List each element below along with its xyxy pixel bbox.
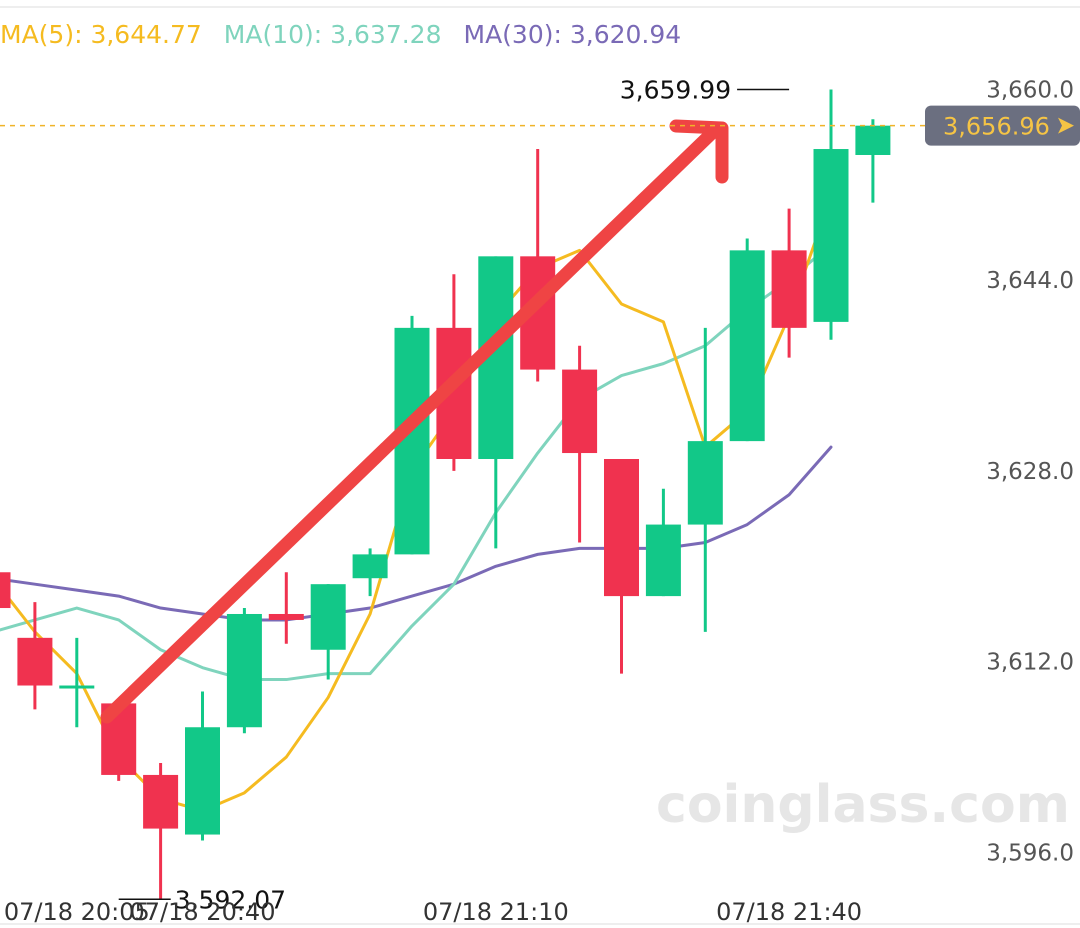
candle-14 (562, 345, 598, 543)
ma5-legend: MA(5): 3,644.77 (0, 20, 202, 49)
x-tick-label-1: 07/18 20:40 (130, 898, 276, 926)
candle-body (729, 250, 765, 442)
y-tick-label-0: 3,660.0 (986, 77, 1074, 103)
candle-18 (729, 238, 765, 442)
candle-21 (855, 119, 891, 203)
candle-body (604, 459, 639, 597)
candle-17 (687, 327, 723, 632)
high-low-markers: 3,659.99 3,592.07 (118, 76, 790, 914)
y-tick-label-3: 3,612.0 (986, 650, 1074, 676)
candles (0, 89, 891, 899)
candle-8 (310, 584, 346, 680)
candle-7 (268, 572, 304, 644)
candle-body (143, 774, 179, 829)
candle-0 (0, 572, 11, 609)
high-marker-label: 3,659.99 (620, 76, 731, 105)
candle-body (813, 149, 849, 322)
candle-body (185, 727, 220, 835)
ma30-line (0, 445, 833, 622)
candle-16 (645, 488, 681, 597)
candle-body (771, 250, 807, 328)
candle-body (226, 613, 262, 728)
ma-legend: MA(5): 3,644.77 MA(10): 3,637.28 MA(30): 3… (0, 20, 703, 49)
candle-9 (352, 548, 388, 597)
candle-13 (520, 149, 556, 382)
candle-body (855, 125, 891, 155)
current-price-arrow-icon (1058, 117, 1074, 134)
candle-body (352, 554, 388, 579)
candle-body (0, 572, 11, 609)
candle-body (59, 685, 95, 689)
candle-1 (17, 602, 53, 710)
candle-19 (771, 208, 807, 358)
candle-6 (226, 608, 262, 734)
candle-body (645, 524, 681, 597)
x-tick-label-0: 07/18 20:05 (4, 898, 150, 926)
candle-4 (143, 763, 179, 899)
candle-body (268, 613, 304, 620)
candle-2 (59, 637, 95, 728)
current-price-tag-label: 3,656.96 (943, 113, 1050, 141)
candle-5 (185, 691, 220, 841)
candle-body (17, 637, 53, 686)
candle-body (687, 441, 723, 525)
ma10-legend: MA(10): 3,637.28 (223, 20, 442, 49)
y-tick-label-2: 3,628.0 (986, 459, 1074, 485)
low-marker-label: 3,592.07 (175, 885, 286, 914)
candle-body (310, 584, 346, 650)
y-tick-label-1: 3,644.0 (986, 268, 1074, 294)
watermark: coinglass.com (656, 775, 1070, 835)
current-price-tag (925, 105, 1080, 146)
x-tick-label-2: 07/18 21:10 (423, 898, 569, 926)
y-tick-label-4: 3,596.0 (986, 840, 1074, 866)
current-price-marker: 3,656.96 (0, 105, 1080, 146)
trend-arrow-head (669, 119, 729, 184)
candle-12 (478, 256, 514, 549)
trend-arrow-shaft (100, 126, 719, 724)
ma10-line (0, 242, 833, 682)
candle-15 (604, 459, 639, 674)
candle-body (562, 369, 598, 454)
trend-arrow (100, 119, 729, 724)
x-tick-label-3: 07/18 21:40 (716, 898, 862, 926)
candle-20 (813, 89, 849, 340)
ma30-legend: MA(30): 3,620.94 (463, 20, 682, 49)
y-axis: 3,660.0 3,644.0 3,628.0 3,612.0 3,596.0 (986, 77, 1074, 866)
